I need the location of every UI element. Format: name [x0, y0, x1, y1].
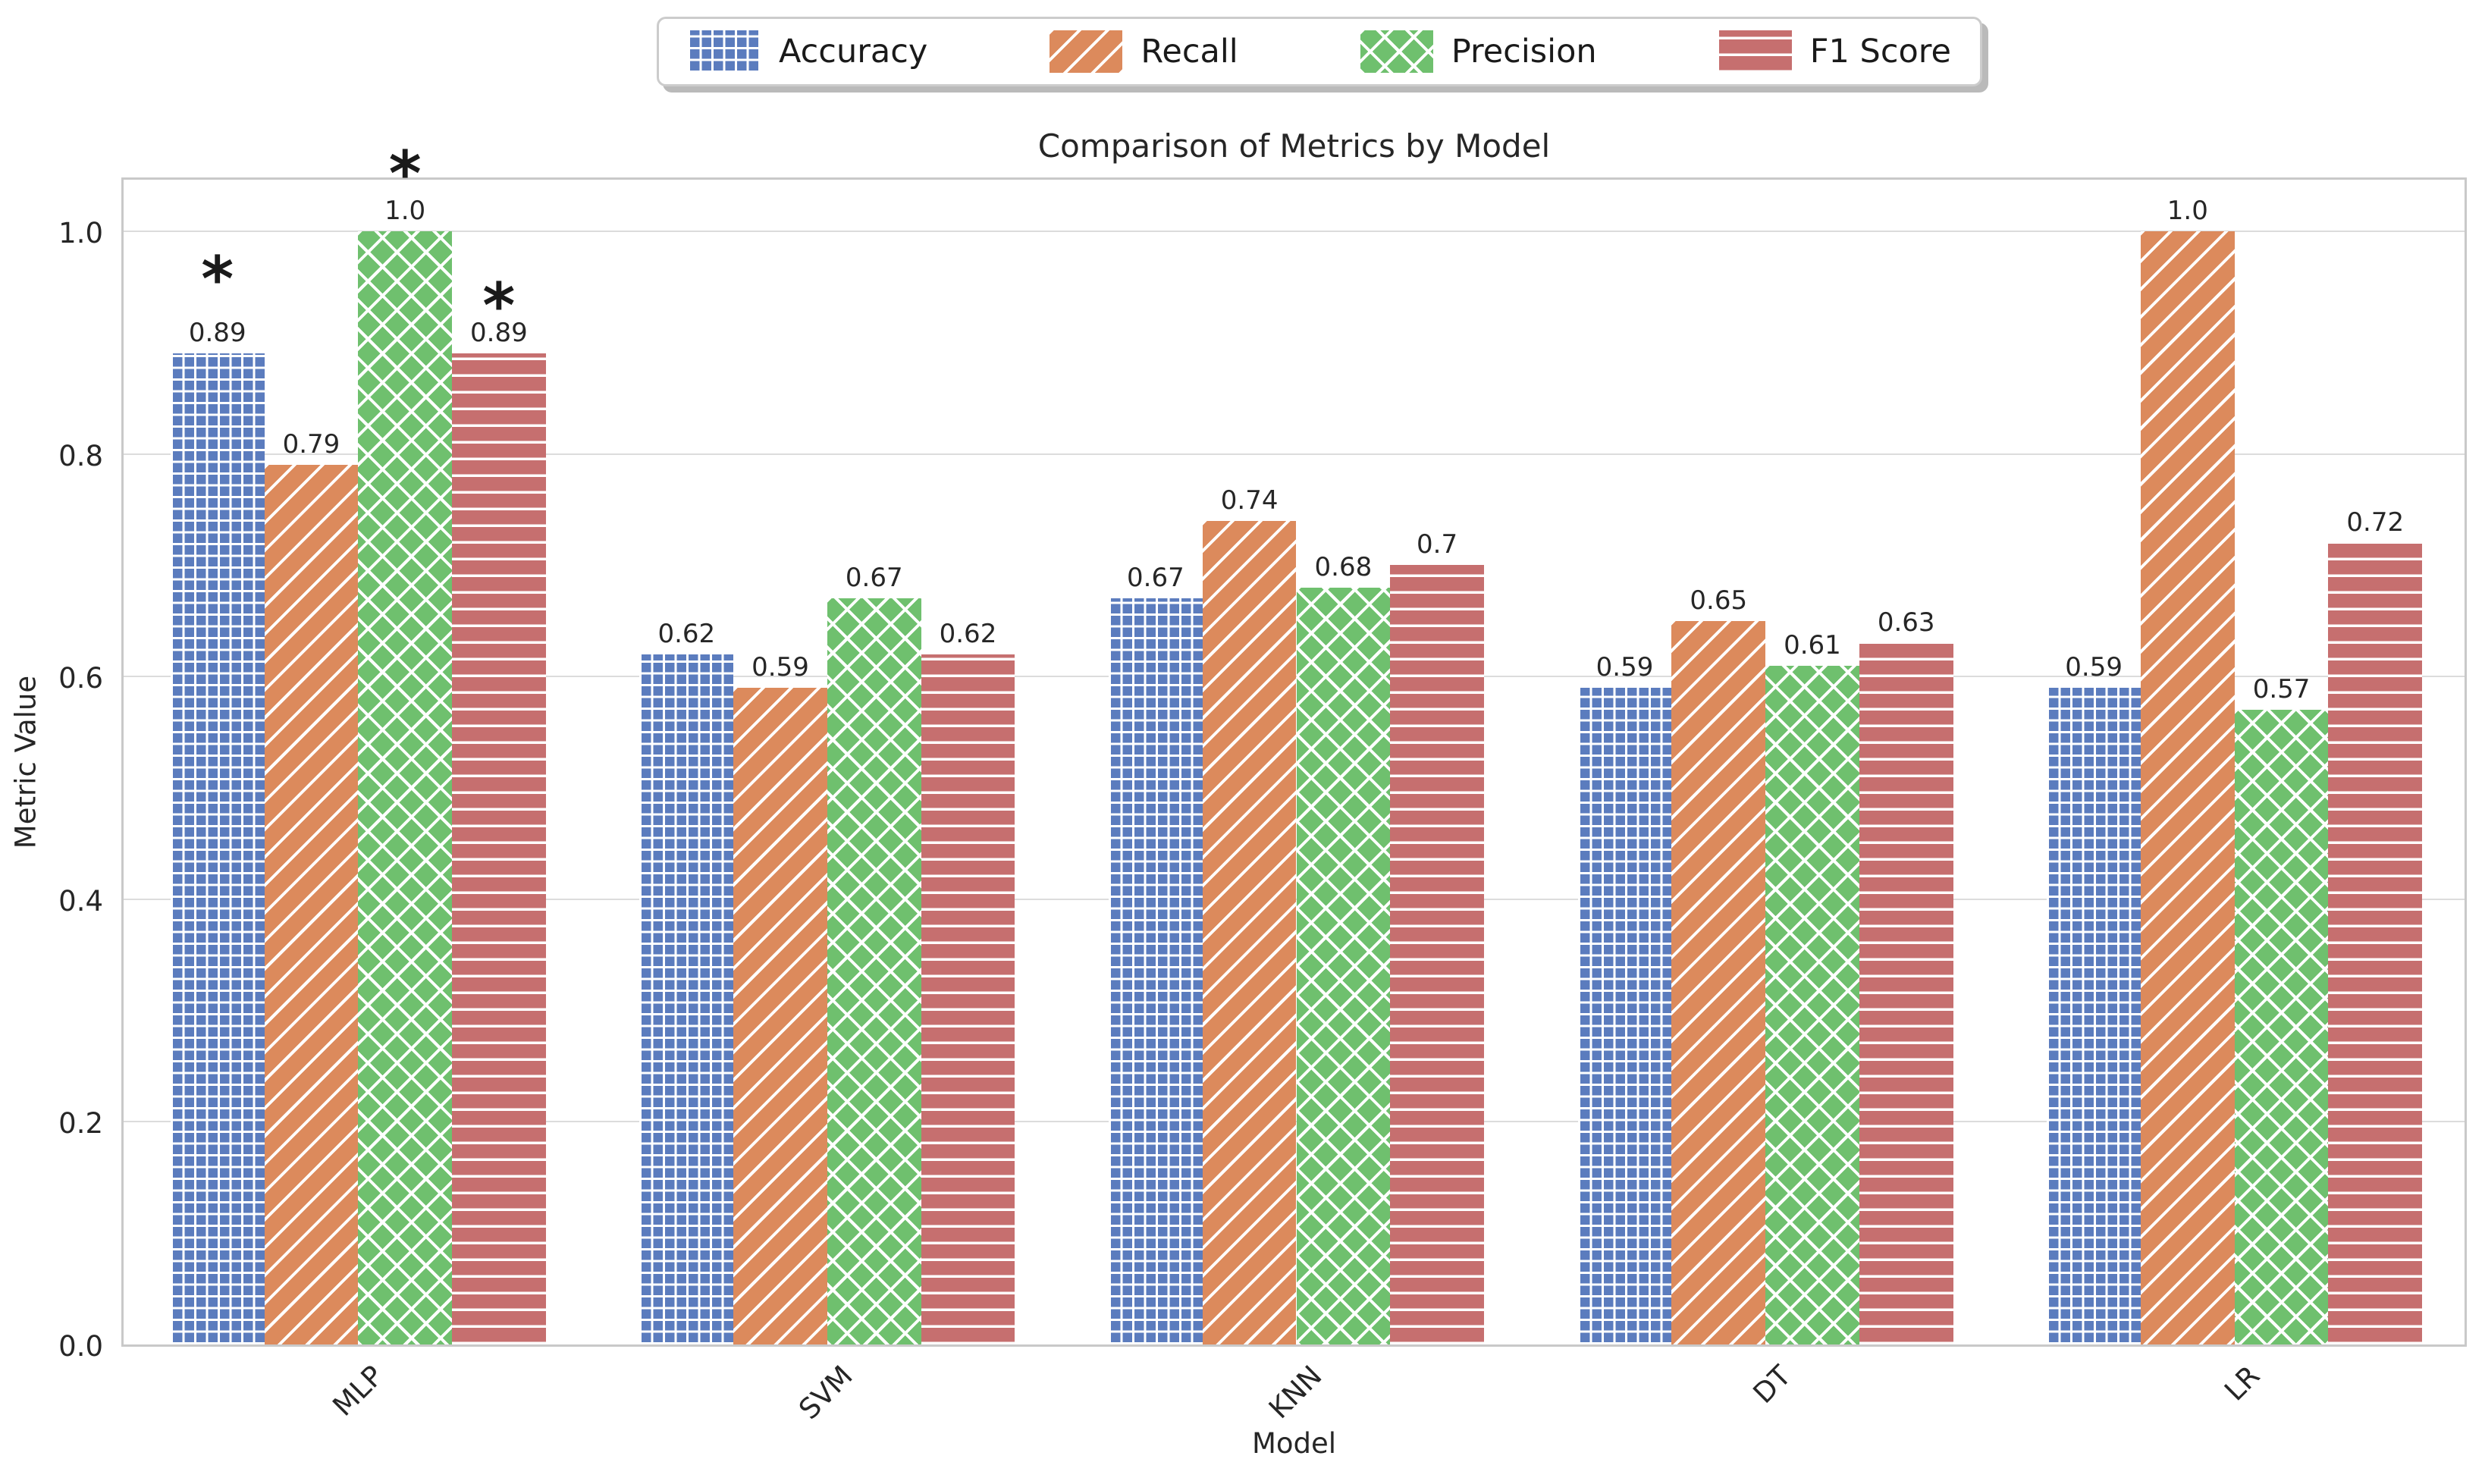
bar-value-knn-accuracy: 0.67	[1127, 563, 1184, 594]
y-tick-1.0: 1.0	[58, 217, 103, 249]
bar-value-lr-accuracy: 0.59	[2065, 651, 2123, 682]
x-tick-knn: KNN	[1262, 1359, 1329, 1426]
bar-value-mlp-accuracy: 0.89	[188, 318, 246, 349]
bar-dt-precision	[1765, 665, 1859, 1344]
legend-label-accuracy: Accuracy	[779, 32, 928, 71]
bar-value-knn-precision: 0.68	[1314, 551, 1373, 582]
y-tick-0.4: 0.4	[58, 884, 103, 918]
bar-knn-precision	[1296, 587, 1391, 1344]
y-tick-0.0: 0.0	[58, 1330, 103, 1363]
y-tick-0.2: 0.2	[58, 1107, 103, 1140]
bar-value-dt-precision: 0.61	[1784, 629, 1841, 660]
x-tick-svm: SVM	[792, 1359, 859, 1426]
bar-value-knn-recall: 0.74	[1220, 485, 1279, 516]
bar-lr-precision	[2234, 710, 2329, 1344]
bar-knn-accuracy	[1109, 598, 1203, 1344]
chart-title: Comparison of Metrics by Model	[1037, 127, 1551, 165]
bar-value-dt-accuracy: 0.59	[1595, 651, 1654, 682]
bar-svm-accuracy	[639, 654, 734, 1344]
bar-value-svm-f1-score: 0.62	[939, 618, 997, 649]
bar-mlp-precision	[358, 231, 453, 1344]
bar-value-dt-f1-score: 0.63	[1877, 607, 1935, 638]
bar-value-lr-precision: 0.57	[2252, 674, 2311, 705]
bar-value-mlp-f1-score: 0.89	[470, 318, 528, 349]
legend-swatch-f1-score-icon	[1718, 30, 1792, 73]
legend-label-f1-score: F1 Score	[1809, 32, 1951, 71]
bar-dt-recall	[1671, 620, 1766, 1344]
asterisk-glyph: *	[388, 138, 422, 211]
bar-svm-f1-score	[921, 654, 1015, 1344]
bar-lr-recall	[2140, 231, 2235, 1344]
bar-mlp-accuracy	[170, 353, 265, 1344]
x-tick-lr: LR	[2218, 1359, 2267, 1407]
legend-swatch-recall-icon	[1050, 30, 1123, 73]
bar-dt-f1-score	[1859, 643, 1953, 1344]
legend-item-f1-score: F1 Score	[1718, 30, 1951, 73]
legend: Accuracy Recall Precision F1 Score	[657, 17, 1982, 86]
legend-item-recall: Recall	[1050, 30, 1238, 73]
legend-swatch-precision-icon	[1360, 30, 1433, 73]
bar-value-knn-f1-score: 0.7	[1417, 529, 1458, 560]
bar-value-mlp-recall: 0.79	[282, 429, 340, 460]
asterisk-glyph: *	[482, 270, 516, 343]
y-axis-label: Metric Value	[9, 675, 42, 849]
bar-value-mlp-precision: 1.0	[384, 196, 426, 226]
plot-area: 0.89 0.79 1.0 0.89 0.62 0.59 0.67 0.62 0.67 0.74 0…	[121, 143, 2467, 1347]
x-axis-label: Model	[1251, 1427, 1337, 1460]
bar-lr-accuracy	[2047, 687, 2141, 1344]
gridline-1.0	[124, 231, 2465, 232]
bar-value-dt-recall: 0.65	[1690, 585, 1748, 616]
bar-svm-precision	[827, 598, 921, 1344]
y-tick-0.6: 0.6	[58, 662, 103, 695]
legend-label-precision: Precision	[1451, 32, 1597, 71]
legend-item-precision: Precision	[1360, 30, 1597, 73]
bar-value-svm-recall: 0.59	[751, 651, 809, 682]
x-tick-mlp: MLP	[326, 1359, 391, 1423]
legend-label-recall: Recall	[1141, 32, 1238, 71]
bar-svm-recall	[733, 687, 827, 1344]
bar-mlp-recall	[264, 465, 359, 1344]
bar-knn-f1-score	[1390, 565, 1484, 1344]
gridline-0.8	[124, 453, 2465, 455]
bar-value-svm-precision: 0.67	[845, 563, 903, 594]
bar-lr-f1-score	[2328, 543, 2423, 1344]
y-tick-0.8: 0.8	[58, 439, 103, 472]
bar-mlp-f1-score	[452, 353, 546, 1344]
bar-value-lr-recall: 1.0	[2167, 196, 2208, 226]
legend-swatch-accuracy-icon	[688, 30, 761, 73]
legend-item-accuracy: Accuracy	[688, 30, 927, 73]
bar-knn-recall	[1202, 520, 1297, 1344]
bar-value-svm-accuracy: 0.62	[657, 618, 716, 649]
bar-dt-accuracy	[1577, 687, 1672, 1344]
bar-value-lr-f1-score: 0.72	[2346, 507, 2405, 538]
x-tick-dt: DT	[1746, 1359, 1798, 1410]
asterisk-glyph: *	[201, 243, 234, 316]
